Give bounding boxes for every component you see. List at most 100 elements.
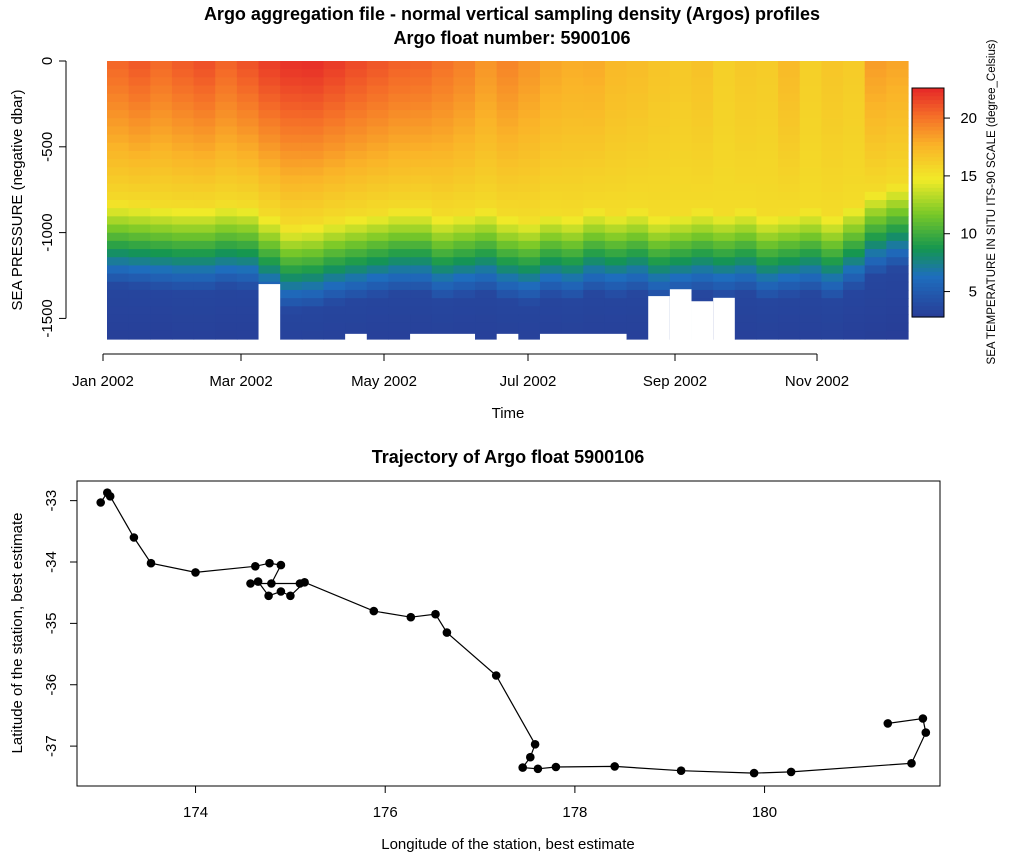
heatmap-cell [431, 306, 454, 316]
heatmap-cell [431, 101, 454, 111]
heatmap-cell [756, 77, 779, 87]
colorbar-segment [912, 309, 944, 314]
trajectory-point [551, 762, 561, 772]
heatmap-cell [453, 216, 476, 226]
heatmap-cell [734, 183, 758, 193]
heatmap-cell [604, 265, 628, 275]
heatmap-cell [345, 289, 368, 299]
heatmap-cell [539, 85, 563, 95]
heatmap-cell [518, 224, 541, 234]
heatmap-cell [323, 101, 346, 111]
heatmap-cell [756, 85, 779, 95]
colorbar-segment [912, 297, 944, 303]
heatmap-cell [107, 257, 130, 267]
heatmap-cell [431, 281, 454, 291]
heatmap-cell [150, 298, 173, 307]
trajectory-point [749, 768, 759, 778]
heatmap-cell [236, 93, 260, 103]
heatmap-cell [323, 167, 346, 177]
heatmap-cell [778, 200, 801, 209]
heatmap-cell [150, 175, 173, 185]
heatmap-cell [604, 167, 628, 177]
colorbar-segment [912, 252, 944, 257]
trajectory-point [921, 728, 931, 737]
heatmap-cell [150, 281, 173, 291]
heatmap-cell [280, 322, 303, 332]
heatmap-cell [410, 175, 433, 185]
heatmap-cell [648, 183, 671, 193]
heatmap-cell [453, 314, 476, 324]
heatmap-cell [648, 167, 671, 177]
heatmap-cell [301, 134, 325, 144]
heatmap-cell [323, 224, 346, 234]
trajectory-y-axis: -33 -34 -35 -36 -37 [43, 490, 77, 757]
heatmap-cell [236, 77, 260, 87]
heatmap-cell [604, 216, 628, 226]
heatmap-cell [821, 77, 844, 87]
heatmap-cell [518, 314, 541, 324]
heatmap-cell [388, 249, 411, 258]
heatmap-cell [193, 330, 216, 340]
heatmap-cell [410, 322, 433, 332]
heatmap-cell [518, 69, 541, 78]
heatmap-cell [150, 85, 173, 95]
heatmap-cell [388, 93, 411, 103]
heatmap-cell [107, 175, 130, 185]
heatmap-missing-data [410, 333, 476, 340]
trajectory-point [610, 762, 619, 771]
heatmap-cell [410, 167, 433, 177]
heatmap-cell [626, 175, 649, 185]
heatmap-cell [280, 69, 303, 78]
heatmap-cell [626, 281, 649, 291]
heatmap-cell [821, 314, 844, 324]
colorbar-segment [912, 221, 944, 226]
heatmap-cell [799, 298, 823, 307]
heatmap-cell [778, 289, 801, 299]
heatmap-cell [864, 232, 887, 242]
heatmap-cell [258, 257, 281, 267]
heatmap-cell [648, 134, 671, 144]
heatmap-cell [713, 110, 736, 119]
trajectory-x-tick-label: 174 [183, 804, 208, 821]
heatmap-cell [215, 249, 238, 258]
heatmap-cell [193, 126, 216, 136]
colorbar-segment [912, 107, 944, 112]
heatmap-cell [236, 61, 260, 70]
trajectory-title: Trajectory of Argo float 5900106 [372, 447, 644, 467]
heatmap-cell [475, 93, 498, 103]
heatmap-cell [193, 93, 216, 103]
heatmap-cell [496, 265, 519, 275]
heatmap-cell [171, 322, 195, 332]
heatmap-cell [604, 191, 628, 201]
heatmap-cell [258, 77, 281, 87]
colorbar-segment [912, 244, 944, 249]
trajectory-x-tick-label: 178 [562, 804, 587, 821]
heatmap-cell [669, 77, 693, 87]
heatmap-cell [886, 216, 909, 226]
heatmap-cell [496, 183, 519, 193]
heatmap-cell [496, 85, 519, 95]
heatmap-cell [734, 330, 758, 340]
heatmap-cell [366, 289, 390, 299]
heatmap-cell [713, 240, 736, 250]
heatmap-cell [107, 126, 130, 136]
heatmap-cell [518, 126, 541, 136]
heatmap-cell [496, 142, 519, 152]
heatmap-cell [734, 191, 758, 201]
colorbar-segment [912, 191, 944, 196]
heatmap-cell [648, 232, 671, 242]
heatmap-cell [648, 118, 671, 128]
heatmap-cell [886, 330, 909, 340]
heatmap-cell [496, 110, 519, 119]
heatmap-cell [561, 273, 584, 283]
heatmap-cell [453, 240, 476, 250]
heatmap-cell [280, 224, 303, 234]
heatmap-cell [669, 85, 693, 95]
colorbar-segment [912, 171, 944, 177]
heatmap-cell [669, 208, 693, 217]
heatmap-cell [518, 150, 541, 160]
heatmap-cell [626, 273, 649, 283]
heatmap-cell [713, 159, 736, 168]
heatmap-cell [215, 322, 238, 332]
heatmap-cell [821, 85, 844, 95]
